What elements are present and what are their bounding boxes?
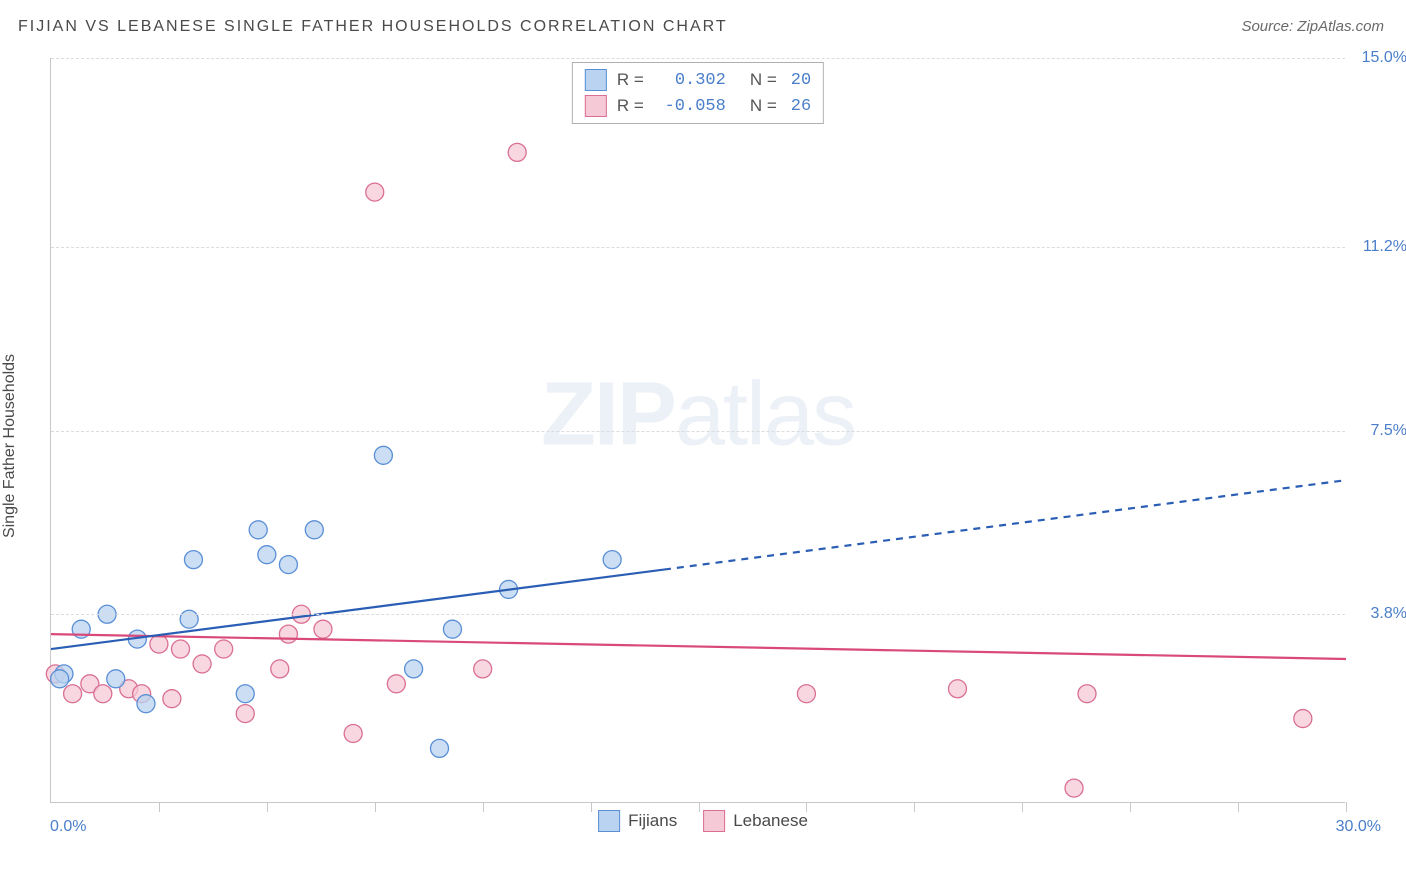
ytick-label: 15.0% (1352, 49, 1406, 67)
swatch-lebanese-icon (703, 810, 725, 832)
legend-label-fijians: Fijians (628, 811, 677, 831)
swatch-fijians-icon (598, 810, 620, 832)
ytick-label: 7.5% (1352, 422, 1406, 440)
scatter-point (215, 640, 233, 658)
series-legend: Fijians Lebanese (598, 810, 808, 832)
trend-line-lebanese (51, 634, 1346, 659)
scatter-point (443, 620, 461, 638)
source-text: Source: ZipAtlas.com (1241, 18, 1384, 35)
gridline (51, 58, 1345, 59)
source-attribution: Source: ZipAtlas.com (1241, 18, 1384, 35)
scatter-point (258, 546, 276, 564)
xtick (267, 802, 268, 812)
scatter-point (1294, 710, 1312, 728)
xtick (1022, 802, 1023, 812)
scatter-point (314, 620, 332, 638)
scatter-point (344, 724, 362, 742)
scatter-point (374, 446, 392, 464)
ytick-label: 11.2% (1352, 238, 1406, 256)
scatter-point (279, 625, 297, 643)
scatter-point (1078, 685, 1096, 703)
gridline (51, 431, 1345, 432)
plot-area: ZIPatlas R = 0.302 N = 20 R = -0.058 N =… (50, 58, 1345, 803)
scatter-point (474, 660, 492, 678)
scatter-point (163, 690, 181, 708)
scatter-point (279, 556, 297, 574)
xtick (1346, 802, 1347, 812)
ytick-label: 3.8% (1352, 605, 1406, 623)
scatter-point (184, 551, 202, 569)
scatter-point (64, 685, 82, 703)
xtick (159, 802, 160, 812)
trend-line-fijians-extrapolated (664, 480, 1346, 569)
legend-label-lebanese: Lebanese (733, 811, 808, 831)
legend-item-lebanese: Lebanese (703, 810, 808, 832)
gridline (51, 614, 1345, 615)
scatter-point (508, 143, 526, 161)
scatter-point (193, 655, 211, 673)
scatter-point (150, 635, 168, 653)
scatter-point (797, 685, 815, 703)
scatter-point (107, 670, 125, 688)
x-axis-max-label: 30.0% (1336, 818, 1381, 836)
xtick (1238, 802, 1239, 812)
scatter-point (305, 521, 323, 539)
trend-line-fijians (51, 570, 664, 649)
scatter-point (431, 739, 449, 757)
scatter-point (405, 660, 423, 678)
scatter-point (603, 551, 621, 569)
xtick (483, 802, 484, 812)
x-axis-min-label: 0.0% (50, 818, 86, 836)
scatter-point (236, 705, 254, 723)
xtick (591, 802, 592, 812)
chart-container: FIJIAN VS LEBANESE SINGLE FATHER HOUSEHO… (0, 0, 1406, 892)
scatter-point (949, 680, 967, 698)
legend-item-fijians: Fijians (598, 810, 677, 832)
scatter-point (271, 660, 289, 678)
scatter-point (180, 610, 198, 628)
scatter-point (94, 685, 112, 703)
scatter-point (172, 640, 190, 658)
chart-title: FIJIAN VS LEBANESE SINGLE FATHER HOUSEHO… (18, 18, 728, 36)
scatter-point (249, 521, 267, 539)
scatter-point (387, 675, 405, 693)
scatter-point (51, 670, 69, 688)
scatter-point (236, 685, 254, 703)
scatter-point (1065, 779, 1083, 797)
xtick (375, 802, 376, 812)
xtick (1130, 802, 1131, 812)
scatter-point (137, 695, 155, 713)
xtick (914, 802, 915, 812)
gridline (51, 247, 1345, 248)
y-axis-label: Single Father Households (1, 354, 19, 538)
scatter-point (366, 183, 384, 201)
